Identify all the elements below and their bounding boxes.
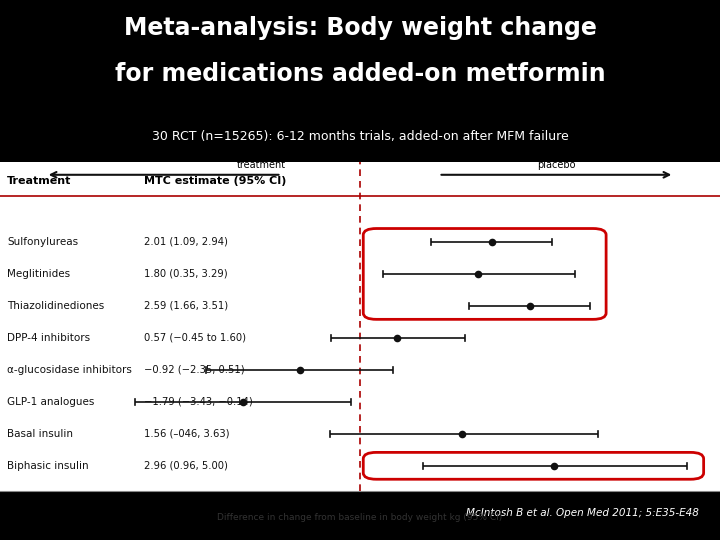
Text: 2.01 (1.09, 2.94): 2.01 (1.09, 2.94) xyxy=(144,237,228,247)
Text: Treatment: Treatment xyxy=(7,176,71,186)
Text: 2.96 (0.96, 5.00): 2.96 (0.96, 5.00) xyxy=(144,461,228,471)
Text: GLP-1 analogues: GLP-1 analogues xyxy=(7,397,94,407)
Text: 1.80 (0.35, 3.29): 1.80 (0.35, 3.29) xyxy=(144,269,228,279)
Text: Favours
treatment: Favours treatment xyxy=(238,148,287,170)
Text: −0.92 (−2.35, 0.51): −0.92 (−2.35, 0.51) xyxy=(144,365,245,375)
Text: Favours
placebo: Favours placebo xyxy=(537,148,575,170)
Text: Meta-analysis: Body weight change: Meta-analysis: Body weight change xyxy=(124,16,596,40)
X-axis label: Difference in change from baseline in body weight kg (95% CI): Difference in change from baseline in bo… xyxy=(217,513,503,522)
Text: 2.59 (1.66, 3.51): 2.59 (1.66, 3.51) xyxy=(144,301,228,311)
Text: 0.57 (−0.45 to 1.60): 0.57 (−0.45 to 1.60) xyxy=(144,333,246,343)
Text: DPP-4 inhibitors: DPP-4 inhibitors xyxy=(7,333,90,343)
Text: 1.56 (–046, 3.63): 1.56 (–046, 3.63) xyxy=(144,429,230,439)
Text: for medications added-on metformin: for medications added-on metformin xyxy=(114,62,606,85)
Text: Meglitinides: Meglitinides xyxy=(7,269,71,279)
Text: Basal insulin: Basal insulin xyxy=(7,429,73,439)
Text: MTC estimate (95% CI): MTC estimate (95% CI) xyxy=(144,176,287,186)
Text: 30 RCT (n=15265): 6-12 months trials, added-on after MFM failure: 30 RCT (n=15265): 6-12 months trials, ad… xyxy=(152,130,568,143)
Text: Sulfonylureas: Sulfonylureas xyxy=(7,237,78,247)
Text: McIntosh B et al. Open Med 2011; 5:E35-E48: McIntosh B et al. Open Med 2011; 5:E35-E… xyxy=(466,508,698,518)
Text: Thiazolidinediones: Thiazolidinediones xyxy=(7,301,104,311)
Text: −1.79 (−3.43, −0.14): −1.79 (−3.43, −0.14) xyxy=(144,397,253,407)
Text: Biphasic insulin: Biphasic insulin xyxy=(7,461,89,471)
Text: α-glucosidase inhibitors: α-glucosidase inhibitors xyxy=(7,365,132,375)
